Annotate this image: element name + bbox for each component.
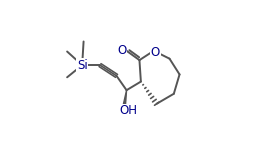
Text: O: O [151,46,160,59]
Text: Si: Si [77,59,88,72]
Text: O: O [118,44,127,57]
Text: OH: OH [119,104,137,117]
Polygon shape [121,90,127,115]
